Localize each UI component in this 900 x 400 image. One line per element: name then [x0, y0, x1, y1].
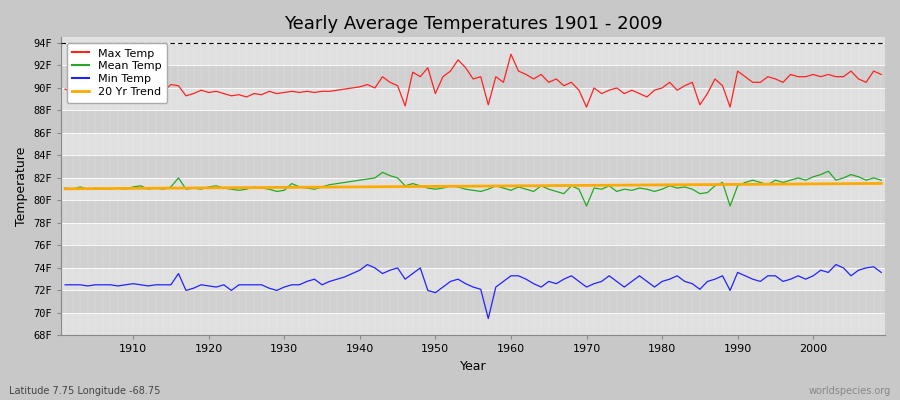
Bar: [61, 290, 885, 313]
Bar: [61, 88, 885, 110]
Y-axis label: Temperature: Temperature: [15, 147, 28, 226]
Bar: [61, 178, 885, 200]
Bar: [61, 246, 885, 268]
Bar: [61, 110, 885, 133]
X-axis label: Year: Year: [460, 360, 487, 373]
Bar: [61, 313, 885, 336]
Bar: [61, 223, 885, 246]
Bar: [61, 268, 885, 290]
Bar: [61, 66, 885, 88]
Bar: [61, 43, 885, 66]
Bar: [61, 156, 885, 178]
Text: Latitude 7.75 Longitude -68.75: Latitude 7.75 Longitude -68.75: [9, 386, 160, 396]
Legend: Max Temp, Mean Temp, Min Temp, 20 Yr Trend: Max Temp, Mean Temp, Min Temp, 20 Yr Tre…: [67, 43, 167, 103]
Bar: [61, 133, 885, 156]
Title: Yearly Average Temperatures 1901 - 2009: Yearly Average Temperatures 1901 - 2009: [284, 15, 662, 33]
Bar: [61, 200, 885, 223]
Text: worldspecies.org: worldspecies.org: [809, 386, 891, 396]
